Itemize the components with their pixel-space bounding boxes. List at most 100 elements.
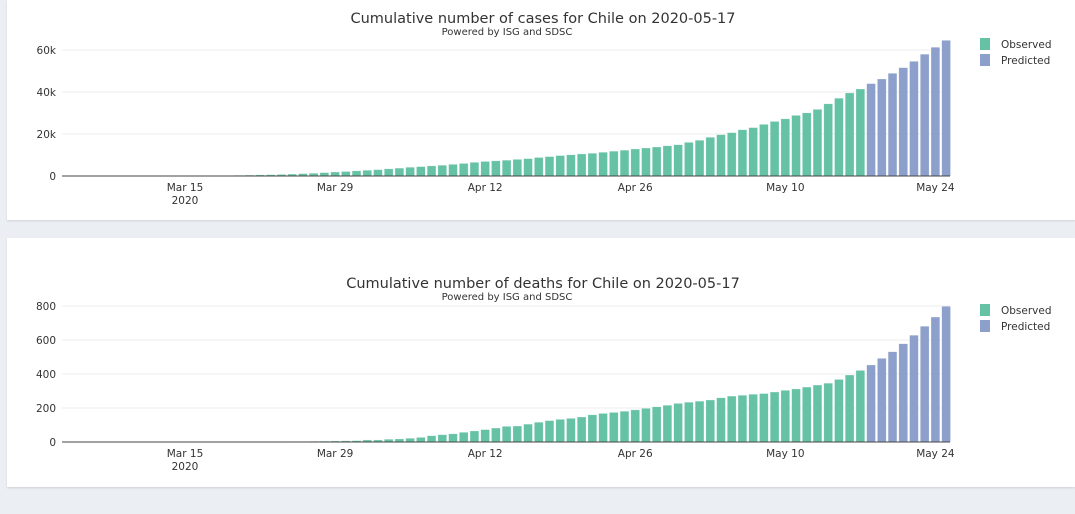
x-tick-label: Mar 15 — [167, 182, 204, 194]
bar-observed — [823, 382, 833, 443]
legend-swatch-observed — [980, 304, 990, 316]
x-tick-label: Apr 26 — [618, 182, 653, 194]
bar-observed — [791, 388, 801, 443]
bar-observed — [351, 170, 362, 177]
chart-title: Cumulative number of cases for Chile on … — [350, 11, 735, 27]
deaths-chart-card: Cumulative number of deaths for Chile on… — [7, 238, 1075, 487]
bar-observed — [834, 97, 844, 177]
bar-observed — [705, 399, 715, 443]
bar-observed — [684, 142, 694, 177]
bar-observed — [855, 88, 866, 177]
bar-observed — [641, 408, 651, 443]
legend-item-predicted[interactable]: Predicted — [1001, 55, 1050, 67]
bar-observed — [405, 167, 415, 177]
bar-observed — [609, 150, 619, 177]
bar-observed — [619, 149, 630, 177]
bar-observed — [566, 154, 576, 177]
bar-observed — [759, 124, 769, 177]
bar-observed — [652, 406, 662, 443]
bar-observed — [448, 164, 458, 177]
bar-observed — [469, 430, 480, 443]
bar-observed — [501, 426, 512, 443]
bar-observed — [791, 115, 801, 177]
y-tick-label: 60k — [37, 45, 57, 57]
bar-observed — [759, 393, 769, 443]
legend-item-observed[interactable]: Observed — [1001, 305, 1052, 317]
bar-observed — [748, 393, 758, 443]
bar-observed — [437, 434, 447, 443]
bar-observed — [523, 423, 533, 443]
bar-observed — [480, 161, 490, 177]
bar-observed — [834, 379, 844, 443]
x-tick-year: 2020 — [172, 461, 199, 473]
y-tick-label: 40k — [37, 87, 57, 99]
bar-observed — [662, 145, 673, 177]
bar-observed — [780, 390, 790, 443]
legend-item-predicted[interactable]: Predicted — [1001, 321, 1050, 333]
bar-observed — [812, 109, 823, 177]
bar-observed — [544, 420, 555, 443]
cases-chart: Cumulative number of cases for Chile on … — [37, 11, 1052, 207]
bar-observed — [469, 162, 480, 177]
legend-swatch-predicted — [980, 320, 990, 332]
bar-observed — [491, 427, 501, 443]
bar-observed — [544, 156, 555, 177]
bar-observed — [512, 159, 522, 177]
bar-predicted — [930, 47, 941, 177]
x-tick-label: May 24 — [916, 448, 955, 460]
x-tick-label: May 10 — [766, 448, 804, 460]
bar-observed — [362, 170, 372, 177]
bar-observed — [416, 437, 426, 443]
bar-observed — [416, 166, 426, 177]
bar-observed — [566, 418, 576, 443]
bar-predicted — [877, 78, 887, 177]
bar-observed — [662, 405, 673, 443]
bar-observed — [576, 153, 587, 177]
bar-observed — [780, 118, 790, 177]
bar-predicted — [887, 73, 898, 177]
x-tick-label: Mar 15 — [167, 448, 204, 460]
bar-predicted — [866, 364, 876, 443]
bar-predicted — [930, 316, 941, 443]
bar-observed — [641, 147, 651, 177]
bar-observed — [705, 137, 715, 177]
bar-observed — [855, 370, 866, 443]
bar-observed — [694, 140, 705, 177]
bar-observed — [405, 438, 415, 443]
bar-observed — [769, 121, 780, 177]
bar-predicted — [941, 40, 951, 177]
bar-observed — [491, 160, 501, 177]
x-tick-label: Apr 12 — [468, 448, 503, 460]
bar-observed — [609, 412, 619, 443]
bar-observed — [748, 127, 758, 177]
bar-observed — [534, 157, 544, 177]
bar-observed — [426, 435, 437, 443]
bar-observed — [555, 419, 565, 443]
bar-observed — [737, 395, 748, 443]
x-tick-label: Apr 26 — [618, 448, 653, 460]
x-tick-label: May 10 — [766, 182, 804, 194]
bar-observed — [437, 165, 447, 177]
bar-observed — [480, 429, 490, 443]
bar-predicted — [898, 67, 908, 177]
bar-predicted — [909, 61, 919, 177]
bar-observed — [426, 165, 437, 177]
deaths-chart: Cumulative number of deaths for Chile on… — [36, 276, 1052, 473]
bar-predicted — [920, 325, 930, 443]
x-tick-label: Mar 29 — [317, 182, 354, 194]
legend-item-observed[interactable]: Observed — [1001, 39, 1052, 51]
legend-swatch-predicted — [980, 54, 990, 66]
bar-observed — [448, 433, 458, 443]
bar-observed — [576, 416, 587, 443]
bar-predicted — [866, 83, 876, 177]
bar-observed — [716, 397, 726, 443]
bar-predicted — [941, 306, 951, 443]
bar-observed — [844, 92, 855, 177]
chart-subtitle: Powered by ISG and SDSC — [442, 27, 573, 38]
bar-observed — [652, 146, 662, 177]
bar-observed — [727, 132, 737, 177]
chart-subtitle: Powered by ISG and SDSC — [442, 292, 573, 303]
bar-observed — [769, 391, 780, 443]
y-tick-label: 0 — [49, 171, 56, 183]
bar-observed — [802, 112, 812, 177]
